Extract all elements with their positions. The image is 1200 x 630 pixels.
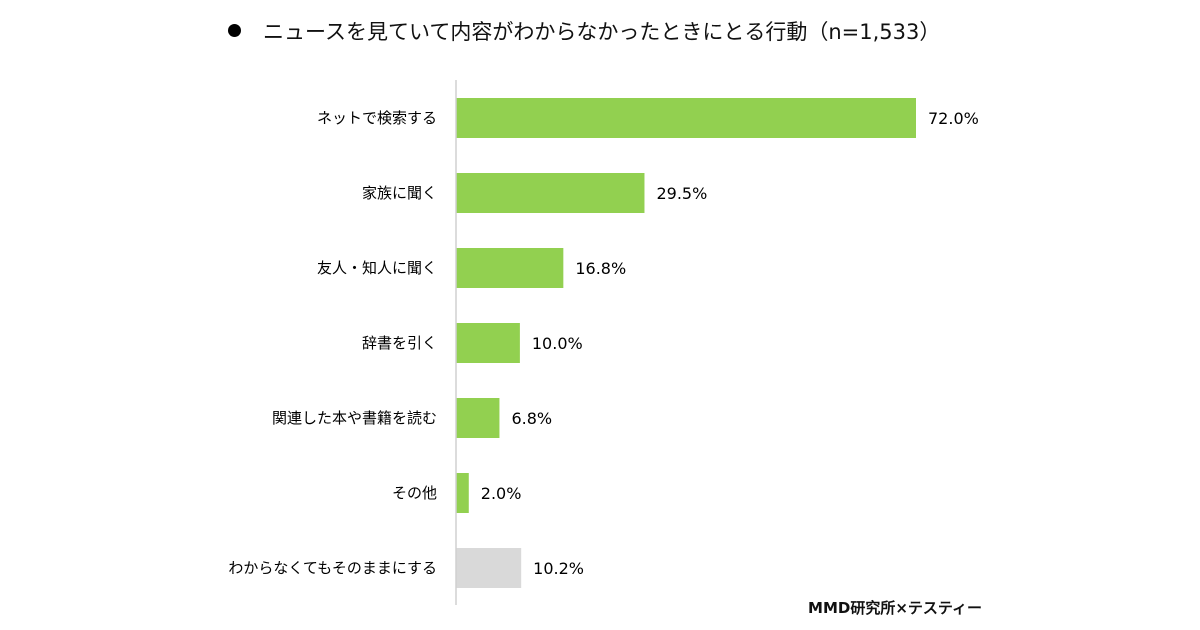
category-label: ネットで検索する bbox=[317, 109, 437, 127]
data-label: 29.5% bbox=[656, 184, 707, 203]
category-label: 家族に聞く bbox=[362, 184, 437, 202]
data-label: 16.8% bbox=[575, 259, 626, 278]
category-label: 友人・知人に聞く bbox=[317, 259, 437, 277]
data-label: 72.0% bbox=[928, 109, 979, 128]
bar bbox=[456, 398, 500, 438]
category-label: 関連した本や書籍を読む bbox=[272, 409, 437, 427]
chart-title: ニュースを見ていて内容がわからなかったときにとる行動（n=1,533） bbox=[228, 16, 940, 46]
bar bbox=[456, 173, 645, 213]
bar bbox=[456, 98, 916, 138]
bar bbox=[456, 548, 522, 588]
data-label: 6.8% bbox=[511, 409, 552, 428]
source-credit: MMD研究所×テスティー bbox=[808, 599, 982, 617]
category-label: 辞書を引く bbox=[362, 334, 437, 352]
bar bbox=[456, 248, 564, 288]
bullet-icon bbox=[228, 24, 241, 37]
data-label: 2.0% bbox=[481, 484, 522, 503]
bar bbox=[456, 323, 520, 363]
category-label: その他 bbox=[392, 484, 437, 502]
data-label: 10.2% bbox=[533, 559, 584, 578]
category-label: わからなくてもそのままにする bbox=[228, 559, 437, 577]
bar bbox=[456, 473, 469, 513]
data-label: 10.0% bbox=[532, 334, 583, 353]
